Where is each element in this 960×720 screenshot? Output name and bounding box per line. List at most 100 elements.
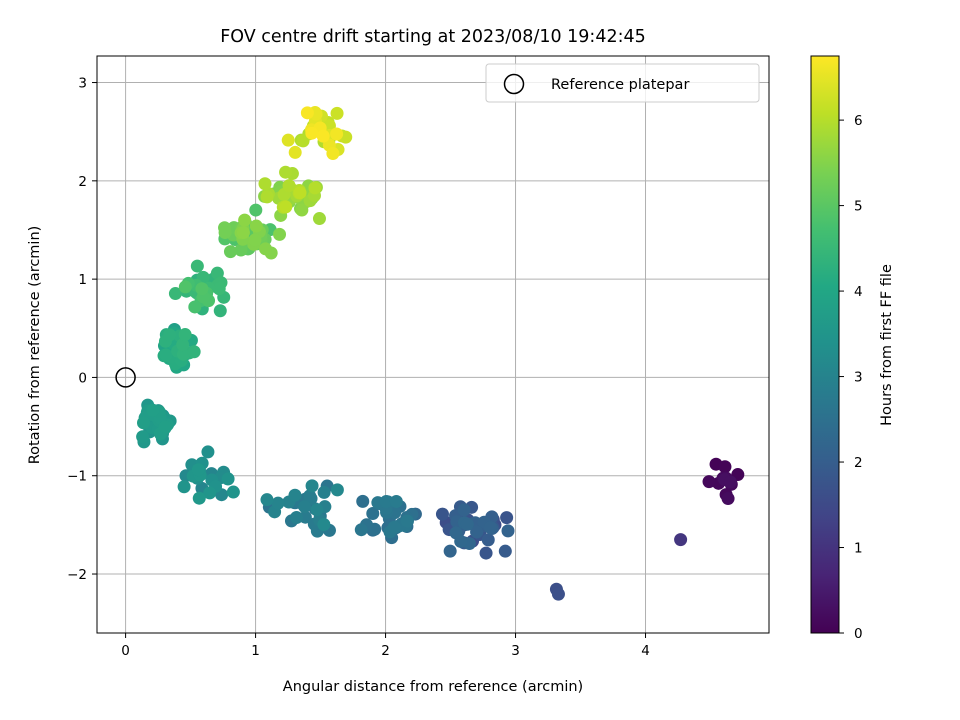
data-point (258, 177, 272, 191)
data-point (223, 245, 237, 259)
x-axis-label: Angular distance from reference (arcmin) (283, 679, 583, 695)
y-tick-label: 2 (78, 174, 87, 190)
data-point (500, 511, 514, 525)
data-point (326, 146, 340, 160)
data-point (454, 534, 468, 548)
data-point (470, 525, 484, 539)
x-tick-label: 4 (641, 643, 650, 659)
data-point (308, 181, 322, 195)
data-point (191, 463, 205, 477)
data-point (702, 475, 716, 489)
data-point (551, 587, 565, 601)
data-point (212, 282, 226, 296)
data-point (354, 523, 368, 537)
data-point (460, 517, 474, 531)
data-point (389, 495, 403, 509)
data-point (188, 300, 202, 314)
data-point (177, 480, 191, 494)
data-point (187, 345, 201, 359)
data-point (310, 503, 324, 517)
y-tick-label: 1 (78, 272, 87, 288)
x-tick-label: 0 (121, 643, 130, 659)
data-point (282, 179, 296, 193)
data-point (317, 485, 331, 499)
data-point (330, 106, 344, 120)
chart-title: FOV centre drift starting at 2023/08/10 … (220, 27, 646, 47)
colorbar-tick-label: 2 (854, 455, 863, 471)
y-tick-label: 0 (78, 370, 87, 386)
colorbar-label: Hours from first FF file (879, 264, 895, 426)
data-point (236, 226, 250, 240)
data-points (136, 105, 745, 601)
data-point (238, 213, 252, 227)
data-point (234, 243, 248, 257)
data-point (501, 524, 515, 538)
data-point (271, 496, 285, 510)
data-point (203, 486, 217, 500)
colorbar-tick-label: 6 (854, 113, 863, 129)
data-point (249, 203, 263, 217)
data-point (674, 533, 688, 547)
data-point (176, 338, 190, 352)
data-point (176, 347, 190, 361)
data-point (260, 190, 274, 204)
x-tick-label: 1 (251, 643, 260, 659)
data-point (300, 106, 314, 120)
data-point (305, 126, 319, 140)
legend: Reference platepar (485, 63, 760, 103)
colorbar: 0 1 2 3 4 5 6 Hours from first FF file (810, 55, 895, 642)
colorbar-tick-label: 1 (854, 541, 863, 557)
data-point (288, 145, 302, 159)
data-point (136, 416, 150, 430)
data-point (281, 133, 295, 147)
data-point (168, 287, 182, 301)
x-tick-label: 3 (511, 643, 520, 659)
data-point (213, 304, 227, 318)
data-point (290, 511, 304, 525)
data-point (190, 259, 204, 273)
data-point (379, 495, 393, 509)
data-point (435, 507, 449, 521)
data-point (457, 503, 471, 517)
data-point (273, 227, 287, 241)
data-point (387, 520, 401, 534)
x-axis-ticks: 0 1 2 3 4 (121, 633, 650, 659)
data-point (158, 420, 172, 434)
data-point (279, 165, 293, 179)
data-point (248, 233, 262, 247)
plot-area (97, 56, 769, 633)
y-axis-ticks: −2 −1 0 1 2 3 (67, 76, 97, 583)
data-point (443, 544, 457, 558)
data-point (330, 483, 344, 497)
data-point (721, 492, 735, 506)
data-point (356, 494, 370, 508)
data-point (366, 506, 380, 520)
data-point (479, 546, 493, 560)
plot-frame (96, 55, 770, 634)
data-point (178, 328, 192, 342)
data-point (201, 445, 215, 459)
data-point (259, 242, 273, 256)
colorbar-tick-label: 0 (854, 626, 863, 642)
data-point (317, 518, 331, 532)
legend-marker-icon (503, 73, 525, 95)
data-point (288, 488, 302, 502)
data-point (295, 203, 309, 217)
data-point (293, 186, 307, 200)
data-point (296, 134, 310, 148)
colorbar-tick-label: 5 (854, 199, 863, 215)
data-point (400, 514, 414, 528)
data-point (218, 226, 232, 240)
data-point (316, 129, 330, 143)
y-tick-label: −2 (67, 567, 87, 583)
data-point (260, 493, 274, 507)
colorbar-ticks: 0 1 2 3 4 5 6 (839, 113, 863, 642)
data-point (195, 282, 209, 296)
x-tick-label: 2 (381, 643, 390, 659)
data-point (298, 500, 312, 514)
legend-label: Reference platepar (551, 77, 689, 93)
data-point (723, 475, 737, 489)
y-tick-label: −1 (67, 469, 87, 485)
data-point (481, 533, 495, 547)
